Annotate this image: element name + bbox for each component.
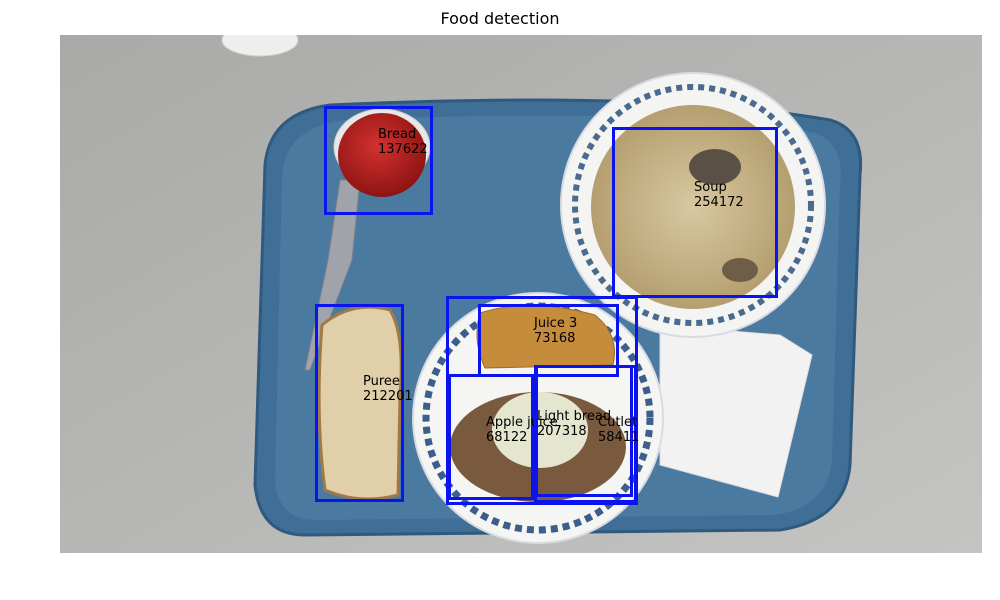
detection-label-juice-3: Juice 3 73168 xyxy=(534,316,577,346)
detection-label: Cutlet xyxy=(598,415,638,430)
detection-label-puree: Puree 212201 xyxy=(363,374,413,404)
detection-label-soup: Soup 254172 xyxy=(694,180,744,210)
detection-score: 254172 xyxy=(694,195,744,210)
detection-score: 58411 xyxy=(598,430,640,445)
figure-title: Food detection xyxy=(440,9,560,28)
detection-label-cutlet: Cutlet 58411 xyxy=(598,415,639,445)
detection-label: Juice 3 xyxy=(534,316,578,331)
detection-score: 73168 xyxy=(534,331,576,346)
detection-box-soup xyxy=(612,127,778,298)
detection-label-bread: Bread 137622 xyxy=(378,127,428,157)
detection-label-apple-juice: Apple juice 68122 xyxy=(486,415,558,445)
detection-score: 137622 xyxy=(378,142,428,157)
detection-label: Bread xyxy=(378,127,417,142)
bread-slice xyxy=(317,305,403,501)
detection-score: 212201 xyxy=(363,389,413,404)
juice xyxy=(338,113,426,197)
detection-score: 68122 xyxy=(486,430,528,445)
soup-chunk-2 xyxy=(722,258,758,282)
detection-label: Light bread xyxy=(537,409,612,424)
food-photo: Bread 137622 Soup 254172 Juice 3 73168 P… xyxy=(60,35,982,553)
detection-label: Apple juice xyxy=(486,415,558,430)
soup xyxy=(591,105,795,309)
puree xyxy=(492,392,588,468)
detection-score: 207318 xyxy=(537,424,587,439)
tray-scene xyxy=(60,35,982,553)
detection-box-apple-juice xyxy=(448,374,534,500)
detection-label-light-bread: Light bread 207318 xyxy=(537,409,611,439)
detection-box-bread xyxy=(324,106,433,215)
main-plate-rim xyxy=(422,302,654,534)
cup-top xyxy=(221,35,299,57)
detection-box-puree xyxy=(315,304,404,502)
detection-label: Soup xyxy=(694,180,727,195)
detection-label: Puree xyxy=(363,374,400,389)
soup-plate-rim xyxy=(572,84,814,326)
detection-box-cutlet xyxy=(535,365,633,497)
detection-box-juice-3 xyxy=(478,304,619,377)
soup-chunk xyxy=(689,149,741,185)
